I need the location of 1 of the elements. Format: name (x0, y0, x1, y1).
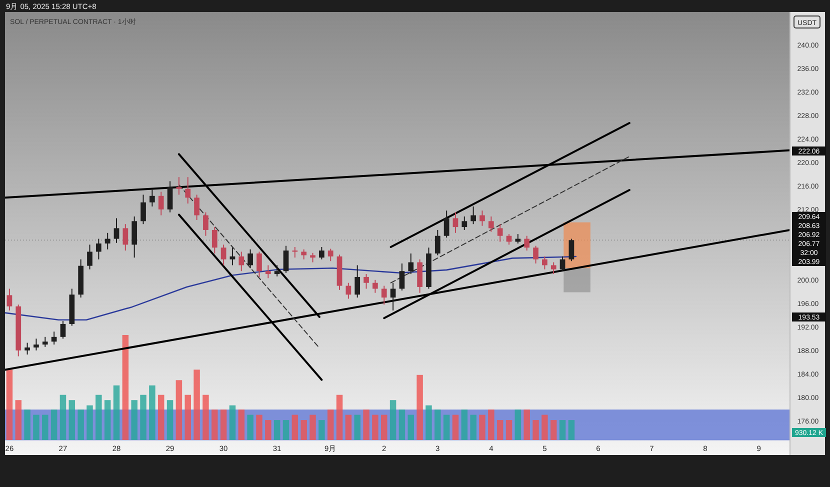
line-series (5, 256, 577, 321)
